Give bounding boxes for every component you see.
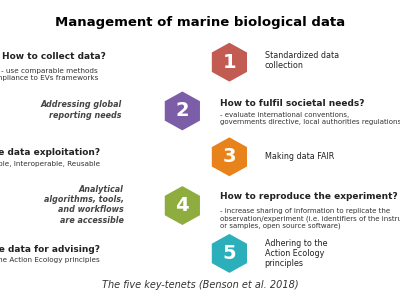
Polygon shape [211, 233, 248, 274]
Text: How to use data for advising?: How to use data for advising? [0, 245, 100, 254]
Polygon shape [211, 41, 248, 83]
Text: Addressing global
reporting needs: Addressing global reporting needs [40, 100, 122, 120]
Text: 1: 1 [222, 53, 236, 72]
Polygon shape [211, 136, 248, 178]
Polygon shape [164, 185, 201, 226]
Text: - follow the Action Ecology principles: - follow the Action Ecology principles [0, 257, 100, 263]
Text: The five key-tenets (Benson et al. 2018): The five key-tenets (Benson et al. 2018) [102, 280, 298, 289]
Text: Analytical
algorithms, tools,
and workflows
are accessible: Analytical algorithms, tools, and workfl… [44, 185, 124, 225]
Text: 4: 4 [176, 196, 189, 215]
Text: How to collect data?: How to collect data? [2, 52, 106, 61]
Text: - use comparable methods
- assure compliance to EVs frameworks: - use comparable methods - assure compli… [0, 68, 98, 81]
Text: How to improve data exploitation?: How to improve data exploitation? [0, 148, 100, 157]
Text: 3: 3 [223, 147, 236, 166]
Polygon shape [164, 90, 201, 131]
Text: How to reproduce the experiment?: How to reproduce the experiment? [220, 192, 397, 201]
Text: Management of marine biological data: Management of marine biological data [55, 16, 345, 29]
Text: Standardized data
collection: Standardized data collection [265, 51, 339, 70]
Text: Making data FAIR: Making data FAIR [265, 152, 334, 161]
Text: Adhering to the
Action Ecology
principles: Adhering to the Action Ecology principle… [265, 239, 327, 268]
Text: - evaluate international conventions,
governments directive, local authorities r: - evaluate international conventions, go… [220, 112, 400, 125]
Text: 2: 2 [176, 102, 189, 120]
Text: - increase sharing of information to replicate the
observation/experiment (i.e. : - increase sharing of information to rep… [220, 208, 400, 229]
Text: - make data Findable, Accessible, Interoperable, Reusable: - make data Findable, Accessible, Intero… [0, 160, 100, 167]
Text: 5: 5 [222, 244, 236, 263]
Text: How to fulfil societal needs?: How to fulfil societal needs? [220, 99, 364, 108]
